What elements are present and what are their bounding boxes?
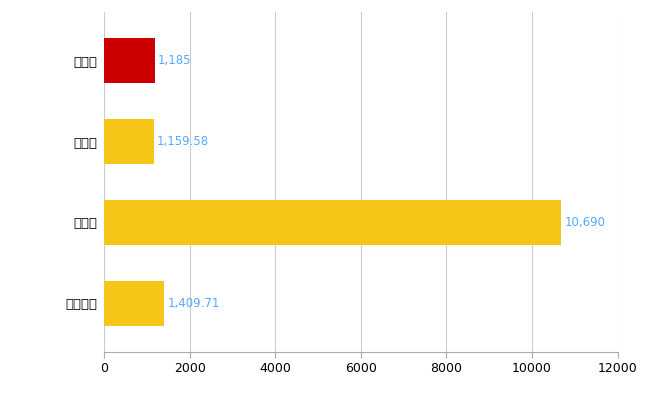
Bar [104,119,153,164]
Text: 10,690: 10,690 [565,216,606,229]
Text: 1,409.71: 1,409.71 [168,297,220,310]
Bar [104,38,155,83]
Bar [104,281,164,326]
Bar [104,200,562,245]
Text: 1,159.58: 1,159.58 [157,135,209,148]
Text: 1,185: 1,185 [158,54,192,67]
